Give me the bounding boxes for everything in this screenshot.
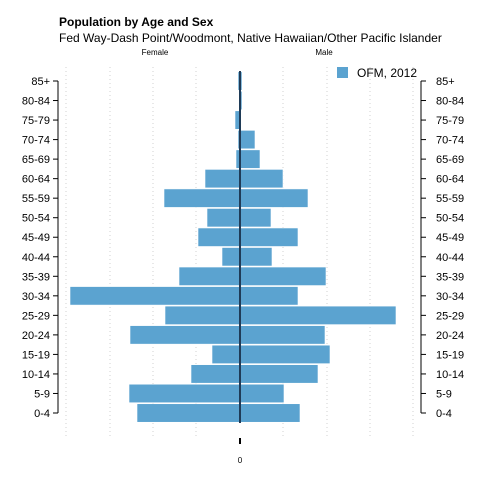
left-tick-label: 80-84: [22, 96, 50, 108]
bar-female-0-4: [136, 403, 241, 423]
right-tick-label: 15-19: [436, 349, 464, 361]
legend-swatch: [337, 67, 348, 78]
grid-lines: [65, 67, 414, 436]
bar-male-20-24: [239, 325, 326, 345]
bar-female-25-29: [164, 305, 241, 325]
left-tick-label: 60-64: [22, 174, 50, 186]
legend: OFM, 2012: [337, 66, 417, 80]
bar-female-40-44: [221, 247, 241, 267]
chart-subtitle: Fed Way-Dash Point/Woodmont, Native Hawa…: [59, 31, 442, 45]
left-tick-label: 55-59: [22, 193, 50, 205]
bar-female-35-39: [178, 266, 241, 286]
left-tick-label: 75-79: [22, 115, 50, 127]
bar-male-60-64: [239, 169, 284, 189]
left-tick-label: 65-69: [22, 154, 50, 166]
left-tick-label: 45-49: [22, 232, 50, 244]
bars: [69, 71, 397, 423]
left-tick-label: 85+: [31, 76, 50, 88]
right-tick-label: 60-64: [436, 174, 464, 186]
bar-male-30-34: [239, 286, 299, 306]
right-tick-label: 65-69: [436, 154, 464, 166]
bar-male-35-39: [239, 266, 327, 286]
bar-male-25-29: [239, 305, 397, 325]
right-tick-label: 0-4: [436, 408, 452, 420]
bar-female-10-14: [190, 364, 241, 384]
left-tick-label: 5-9: [34, 388, 50, 400]
bar-female-5-9: [128, 383, 241, 404]
right-tick-label: 80-84: [436, 96, 464, 108]
male-side-label: Male: [315, 48, 333, 57]
bar-female-15-19: [211, 344, 241, 364]
tick-labels: 0-4 0-4 5-9 5-9 10-14 10-14 15-19 15-19 20-24 20-…: [22, 76, 464, 420]
bar-female-30-34: [69, 286, 241, 306]
right-tick-label: 85+: [436, 76, 455, 88]
bar-female-45-49: [197, 227, 241, 247]
right-tick-label: 45-49: [436, 232, 464, 244]
left-tick-label: 0-4: [34, 408, 50, 420]
bar-female-55-59: [163, 188, 241, 208]
left-tick-label: 25-29: [22, 310, 50, 322]
left-tick-label: 50-54: [22, 213, 50, 225]
bar-female-60-64: [204, 169, 241, 189]
legend-label: OFM, 2012: [357, 66, 417, 80]
right-tick-label: 55-59: [436, 193, 464, 205]
chart-title: Population by Age and Sex: [59, 15, 214, 29]
bar-male-15-19: [239, 344, 331, 364]
bar-male-5-9: [239, 383, 285, 404]
left-tick-label: 35-39: [22, 271, 50, 283]
right-tick-label: 40-44: [436, 252, 464, 264]
left-tick-label: 10-14: [22, 369, 50, 381]
left-tick-label: 15-19: [22, 349, 50, 361]
left-tick-label: 30-34: [22, 291, 50, 303]
right-tick-label: 20-24: [436, 330, 464, 342]
left-tick-label: 20-24: [22, 330, 50, 342]
bar-female-50-54: [206, 208, 241, 228]
female-side-label: Female: [142, 48, 169, 57]
bar-male-70-74: [239, 130, 256, 150]
bar-male-65-69: [239, 149, 261, 169]
bar-male-0-4: [239, 403, 301, 423]
right-tick-label: 30-34: [436, 291, 464, 303]
bar-male-50-54: [239, 208, 272, 228]
right-tick-label: 35-39: [436, 271, 464, 283]
right-tick-label: 75-79: [436, 115, 464, 127]
left-tick-label: 70-74: [22, 135, 50, 147]
bar-male-45-49: [239, 227, 299, 247]
right-tick-label: 5-9: [436, 388, 452, 400]
left-tick-label: 40-44: [22, 252, 50, 264]
zero-tick-label: 0: [238, 456, 243, 465]
bar-male-55-59: [239, 188, 309, 208]
right-tick-label: 50-54: [436, 213, 464, 225]
right-tick-label: 10-14: [436, 369, 464, 381]
right-tick-label: 70-74: [436, 135, 464, 147]
axes: [53, 80, 426, 414]
bar-male-40-44: [239, 247, 273, 267]
right-tick-label: 25-29: [436, 310, 464, 322]
bar-female-20-24: [129, 325, 241, 345]
bar-male-10-14: [239, 364, 319, 384]
